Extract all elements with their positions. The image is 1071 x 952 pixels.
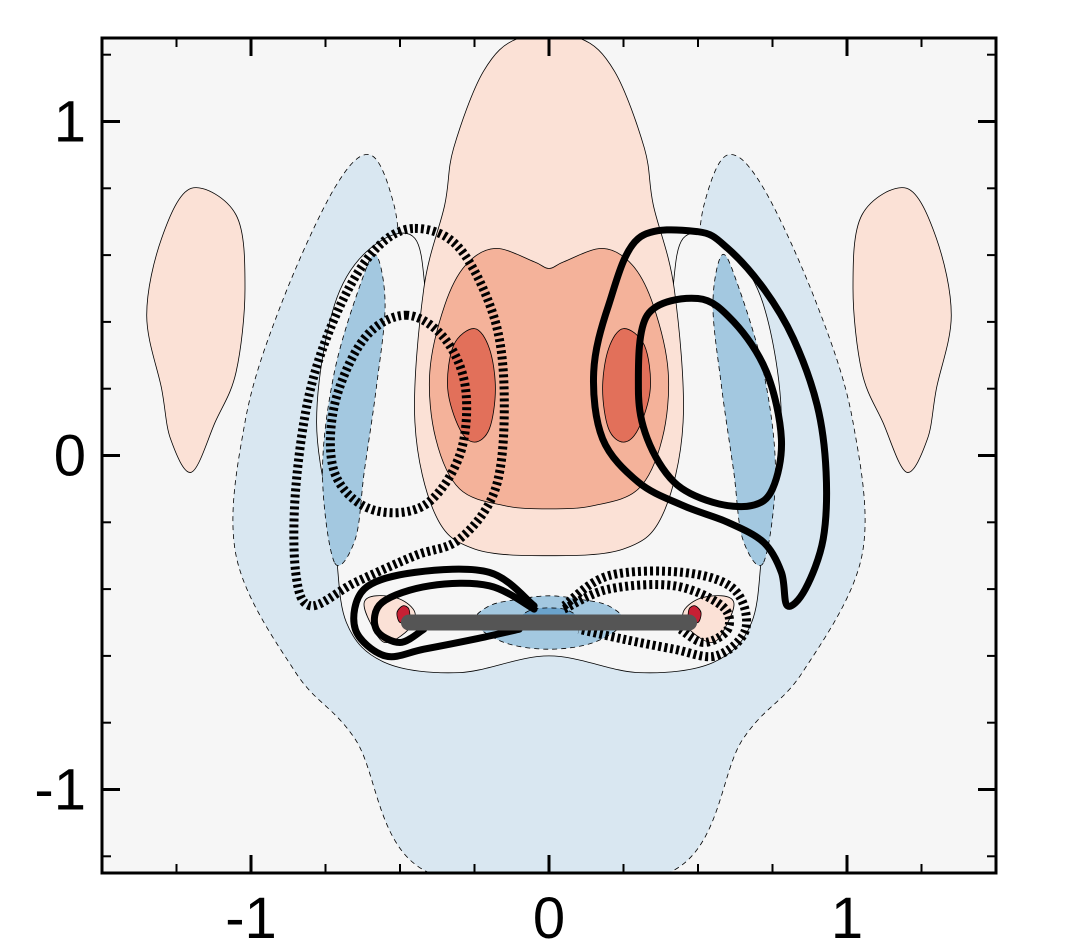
y-tick-label: 0 [54,424,86,489]
filled-region-outer-positive-right [852,187,952,473]
line-contour-solid-plate-left [350,565,538,661]
x-tick-label: 1 [831,886,863,951]
x-tick-label: 0 [533,886,565,951]
line-contour-dashed-plate-right-inner [561,580,735,647]
tick-labels: -1 0 1 1 0 -1 [34,90,863,952]
filled-region-outer-positive-left [146,187,246,473]
line-contour-dashed-big-left [289,223,509,611]
line-contour-solid-plate-left-inner [370,579,538,646]
filled-region-positive-core-left [447,328,496,443]
x-tick-label: -1 [225,886,277,951]
line-contour-dashed-small-left [325,310,472,518]
line-contour-solid-big-right [589,226,831,610]
axis-ticks [102,38,996,873]
line-contours [289,223,831,662]
line-contour-solid-small-right [634,294,786,511]
y-tick-label: 1 [54,90,86,155]
filled-region-negative-mid-right [712,253,776,566]
line-contour-dashed-plate-right [561,566,752,662]
y-tick-label: -1 [34,758,86,823]
